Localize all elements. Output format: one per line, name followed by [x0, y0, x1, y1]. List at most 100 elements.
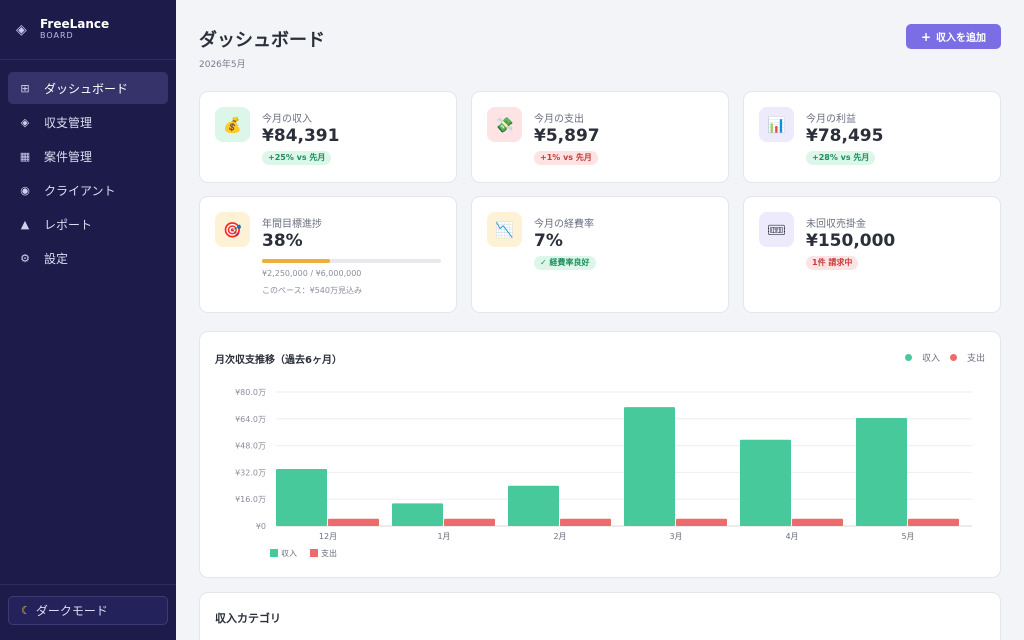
y-tick-label: ¥64.0万	[235, 415, 266, 424]
sidebar-item-label: 設定	[44, 251, 69, 266]
status-badge: 1件 請求中	[806, 256, 859, 270]
stat-value: ¥84,391	[262, 126, 340, 146]
money-bag-icon: 💰	[215, 107, 250, 142]
sidebar-item-label: レポート	[44, 217, 93, 232]
x-tick-label: 5月	[901, 532, 914, 541]
sidebar-item-finance[interactable]: ◈ 収支管理	[8, 106, 168, 138]
sidebar-item-clients[interactable]: ◉ クライアント	[8, 174, 168, 206]
goal-pace: このペース：¥540万見込み	[262, 286, 362, 295]
expense-legend-text: 支出	[321, 548, 337, 558]
sidebar-footer: ☾ ダークモード	[0, 584, 176, 640]
sidebar-item-reports[interactable]: ▲ レポート	[8, 208, 168, 240]
goal-progress-fill	[262, 259, 331, 263]
income-category-card: 収入カテゴリ	[199, 592, 1001, 640]
x-tick-label: 12月	[319, 532, 337, 541]
stat-value: 7%	[534, 231, 563, 251]
diamond-icon: ◈	[20, 115, 30, 129]
sidebar-item-label: 案件管理	[44, 149, 93, 164]
change-badge: +25% vs 先月	[262, 151, 332, 165]
sidebar-item-projects[interactable]: ▦ 案件管理	[8, 140, 168, 172]
expense-bar	[792, 518, 843, 526]
income-bar	[624, 407, 675, 526]
ticket-icon: 🎟	[759, 212, 794, 247]
change-badge: +28% vs 先月	[806, 151, 876, 165]
chart-title: 月次収支推移（過去6ヶ月）	[215, 355, 342, 366]
stat-value: ¥78,495	[806, 126, 884, 146]
expense-legend-label: 支出	[966, 354, 985, 364]
goal-card: 🎯 年間目標進捗 38% ¥2,250,000 / ¥6,000,000 このペ…	[199, 196, 457, 313]
profit-card: 📊 今月の利益 ¥78,495 +28% vs 先月	[743, 91, 1001, 183]
monthly-chart-card: 月次収支推移（過去6ヶ月） 収入 支出 ¥0 ¥16.0万 ¥32.0万 ¥48.0万…	[199, 331, 1001, 578]
income-bar	[856, 417, 907, 526]
income-legend-label: 収入	[921, 354, 940, 364]
income-bar	[276, 469, 327, 526]
brand[interactable]: ◈ FreeLance BOARD	[0, 0, 176, 60]
moon-icon: ☾	[21, 604, 31, 617]
stat-label: 年間目標進捗	[262, 219, 322, 230]
gear-icon: ⚙	[20, 251, 30, 265]
income-legend-dot	[904, 354, 912, 361]
expense-bar	[676, 518, 727, 526]
main-content: ダッシュボード 2026年5月 + 収入を追加 💰 今月の収入 ¥84,391 …	[176, 0, 1024, 640]
y-tick-label: ¥32.0万	[235, 468, 266, 477]
chart-legend-top: 収入 支出	[904, 351, 985, 364]
expense-rate-card: 📉 今月の経費率 7% ✓ 経費率良好	[471, 196, 729, 313]
income-bar	[740, 439, 791, 526]
page-date: 2026年5月	[199, 60, 246, 70]
y-tick-label: ¥80.0万	[235, 388, 266, 397]
goal-detail: ¥2,250,000 / ¥6,000,000	[262, 269, 362, 278]
stat-label: 今月の経費率	[534, 219, 594, 230]
expense-bar	[560, 518, 611, 526]
list-icon: ▦	[19, 149, 31, 163]
expense-legend-swatch	[310, 549, 318, 557]
stat-label: 今月の支出	[534, 114, 584, 125]
y-tick-label: ¥48.0万	[235, 442, 266, 451]
stat-label: 未回収売掛金	[806, 219, 866, 230]
income-card: 💰 今月の収入 ¥84,391 +25% vs 先月	[199, 91, 457, 183]
sidebar: ◈ FreeLance BOARD ⊞ ダッシュボード ◈ 収支管理 ▦ 案件管…	[0, 0, 176, 640]
plus-icon: +	[920, 29, 932, 44]
brand-subtitle: BOARD	[40, 31, 74, 40]
money-wings-icon: 💸	[487, 107, 522, 142]
target-icon: ◉	[20, 183, 30, 197]
diamond-logo-icon: ◈	[16, 21, 27, 38]
sidebar-item-settings[interactable]: ⚙ 設定	[8, 242, 168, 274]
status-badge: ✓ 経費率良好	[534, 256, 596, 270]
x-tick-label: 3月	[669, 532, 682, 541]
expense-bar	[908, 518, 959, 526]
dark-mode-button[interactable]: ☾ ダークモード	[8, 596, 168, 625]
sidebar-item-dashboard[interactable]: ⊞ ダッシュボード	[8, 72, 168, 104]
expense-bar	[444, 518, 495, 526]
expense-card: 💸 今月の支出 ¥5,897 +1% vs 先月	[471, 91, 729, 183]
x-tick-label: 1月	[437, 532, 450, 541]
x-tick-label: 2月	[553, 532, 566, 541]
stat-label: 今月の利益	[806, 114, 856, 125]
sidebar-item-label: ダッシュボード	[44, 81, 129, 96]
stat-label: 今月の収入	[262, 114, 312, 125]
receivable-card: 🎟 未回収売掛金 ¥150,000 1件 請求中	[743, 196, 1001, 313]
grid-icon: ⊞	[20, 81, 30, 95]
monthly-bar-chart: ¥0 ¥16.0万 ¥32.0万 ¥48.0万 ¥64.0万 ¥80.0万 12月 1月 2月 3…	[235, 388, 972, 558]
x-tick-label: 4月	[785, 532, 798, 541]
sidebar-nav: ⊞ ダッシュボード ◈ 収支管理 ▦ 案件管理 ◉ クライアント ▲ レポート …	[0, 60, 176, 274]
income-legend-swatch	[270, 549, 278, 557]
chart-down-icon: 📉	[487, 212, 522, 247]
add-income-button[interactable]: + 収入を追加	[906, 24, 1001, 49]
income-bar	[392, 503, 443, 526]
y-tick-label: ¥16.0万	[235, 495, 266, 504]
goal-progress-bar	[262, 259, 441, 263]
brand-name: FreeLance	[40, 17, 110, 31]
dart-target-icon: 🎯	[215, 212, 250, 247]
dark-mode-label: ダークモード	[35, 604, 108, 618]
stat-value: 38%	[262, 231, 303, 251]
expense-legend-dot	[949, 354, 957, 361]
add-income-label: 収入を追加	[936, 33, 987, 44]
sidebar-item-label: 収支管理	[44, 115, 93, 130]
page-title: ダッシュボード	[199, 30, 325, 51]
income-legend-text: 収入	[281, 548, 297, 558]
stat-value: ¥5,897	[534, 126, 600, 146]
income-bar	[508, 485, 559, 526]
y-tick-label: ¥0	[256, 522, 266, 531]
change-badge: +1% vs 先月	[534, 151, 598, 165]
triangle-icon: ▲	[20, 217, 30, 231]
